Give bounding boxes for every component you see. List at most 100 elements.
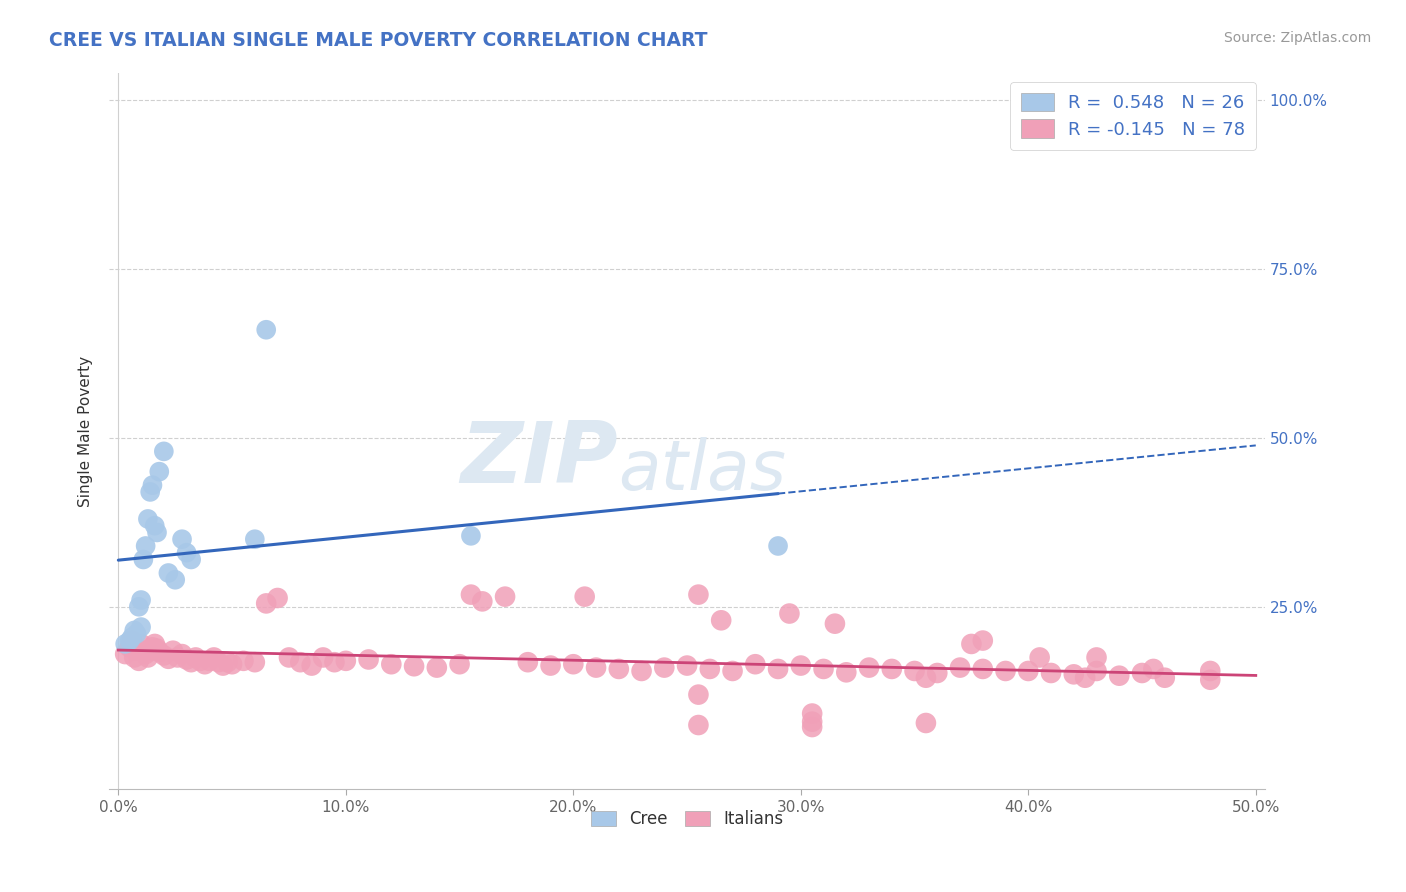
Point — [460, 588, 482, 602]
Point — [949, 660, 972, 674]
Point — [129, 637, 152, 651]
Point — [744, 657, 766, 672]
Point — [243, 532, 266, 546]
Point — [125, 627, 148, 641]
Y-axis label: Single Male Poverty: Single Male Poverty — [79, 356, 93, 507]
Point — [243, 655, 266, 669]
Point — [357, 652, 380, 666]
Point — [460, 529, 482, 543]
Point — [652, 660, 675, 674]
Point — [790, 658, 813, 673]
Point — [1130, 665, 1153, 680]
Point — [254, 596, 277, 610]
Point — [972, 633, 994, 648]
Point — [960, 637, 983, 651]
Point — [207, 655, 229, 669]
Point — [323, 655, 346, 669]
Point — [129, 593, 152, 607]
Point — [125, 643, 148, 657]
Point — [118, 633, 141, 648]
Point — [1199, 664, 1222, 678]
Point — [449, 657, 471, 672]
Point — [630, 664, 652, 678]
Point — [121, 633, 143, 648]
Point — [254, 323, 277, 337]
Point — [766, 539, 789, 553]
Point — [143, 637, 166, 651]
Point — [801, 720, 824, 734]
Point — [927, 665, 949, 680]
Point — [132, 552, 155, 566]
Point — [165, 573, 187, 587]
Point — [176, 652, 198, 666]
Point — [471, 594, 494, 608]
Point — [194, 657, 217, 672]
Point — [1153, 671, 1175, 685]
Point — [114, 637, 136, 651]
Point — [1074, 671, 1097, 685]
Point — [915, 716, 938, 731]
Point — [426, 660, 449, 674]
Point — [146, 525, 169, 540]
Point — [380, 657, 402, 672]
Point — [221, 657, 243, 672]
Point — [1085, 664, 1108, 678]
Point — [1063, 667, 1085, 681]
Point — [141, 478, 163, 492]
Point — [114, 647, 136, 661]
Point — [903, 664, 925, 678]
Point — [290, 655, 312, 669]
Point — [162, 643, 184, 657]
Point — [121, 630, 143, 644]
Point — [139, 484, 162, 499]
Point — [136, 650, 159, 665]
Point — [118, 640, 141, 655]
Point — [858, 660, 880, 674]
Point — [212, 658, 235, 673]
Point — [562, 657, 585, 672]
Point — [180, 655, 202, 669]
Point — [607, 662, 630, 676]
Point — [824, 616, 846, 631]
Point — [676, 658, 699, 673]
Text: atlas: atlas — [617, 437, 786, 504]
Point — [176, 546, 198, 560]
Point — [585, 660, 607, 674]
Point — [1199, 673, 1222, 687]
Point — [540, 658, 562, 673]
Point — [217, 655, 239, 669]
Point — [148, 465, 170, 479]
Point — [335, 654, 357, 668]
Point — [184, 650, 207, 665]
Point — [516, 655, 538, 669]
Point — [801, 714, 824, 729]
Point — [813, 662, 835, 676]
Point — [135, 647, 157, 661]
Point — [835, 665, 858, 680]
Point — [148, 645, 170, 659]
Point — [721, 664, 744, 678]
Point — [143, 518, 166, 533]
Point — [1028, 650, 1050, 665]
Point — [1108, 669, 1130, 683]
Point — [202, 650, 225, 665]
Point — [1085, 650, 1108, 665]
Point — [180, 552, 202, 566]
Point — [278, 650, 301, 665]
Text: CREE VS ITALIAN SINGLE MALE POVERTY CORRELATION CHART: CREE VS ITALIAN SINGLE MALE POVERTY CORR… — [49, 31, 707, 50]
Point — [574, 590, 596, 604]
Point — [699, 662, 721, 676]
Text: ZIP: ZIP — [460, 418, 617, 501]
Point — [166, 650, 188, 665]
Text: Source: ZipAtlas.com: Source: ZipAtlas.com — [1223, 31, 1371, 45]
Point — [128, 654, 150, 668]
Point — [994, 664, 1017, 678]
Point — [128, 599, 150, 614]
Point — [135, 539, 157, 553]
Point — [710, 613, 733, 627]
Point — [266, 591, 288, 605]
Point — [146, 641, 169, 656]
Point — [688, 688, 710, 702]
Point — [141, 640, 163, 655]
Point — [312, 650, 335, 665]
